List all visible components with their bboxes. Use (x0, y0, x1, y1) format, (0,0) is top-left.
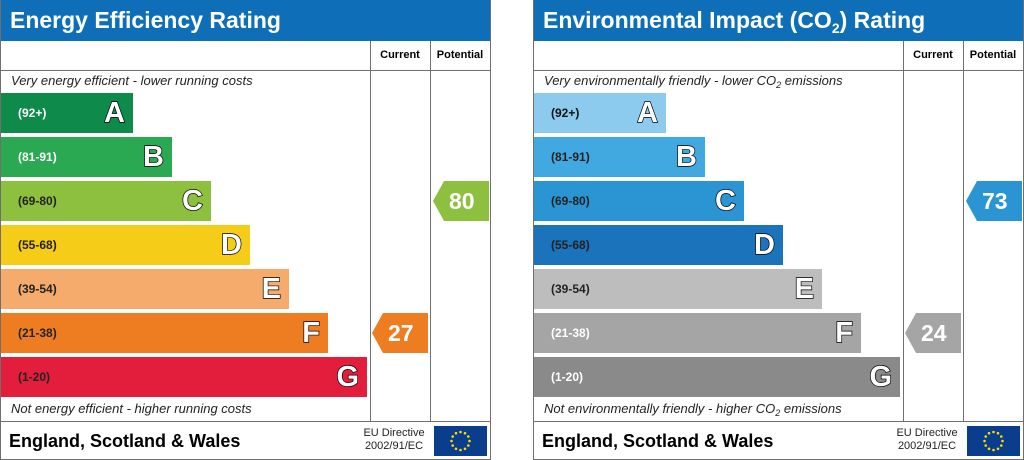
band-c: (69-80) C (534, 181, 744, 221)
current-column-header: Current (913, 49, 953, 61)
band-range-label: (1-20) (18, 370, 51, 384)
environmental-impact-panel: Environmental Impact (CO2) Rating Curren… (533, 0, 1024, 460)
column-divider (903, 41, 904, 421)
current-rating-arrow: 24 (905, 313, 961, 353)
rating-value: 24 (921, 320, 947, 346)
band-range-label: (81-91) (551, 150, 590, 164)
band-letter: B (675, 140, 697, 173)
band-letter: E (794, 272, 815, 305)
top-caption: Very energy efficient - lower running co… (11, 73, 253, 88)
band-letter: A (103, 96, 125, 129)
band-letter: C (181, 184, 203, 217)
potential-rating-arrow: 73 (966, 181, 1022, 221)
band-letter: F (302, 316, 321, 349)
band-letter: D (753, 228, 775, 261)
band-range-label: (39-54) (18, 282, 57, 296)
column-divider (370, 41, 371, 421)
band-letter: D (220, 228, 242, 261)
band-range-label: (21-38) (18, 326, 57, 340)
region-label: England, Scotland & Wales (542, 431, 774, 451)
band-e: (39-54) E (1, 269, 289, 309)
band-e: (39-54) E (534, 269, 822, 309)
band-b: (81-91) B (534, 137, 705, 177)
band-letter: F (835, 316, 854, 349)
band-range-label: (92+) (551, 106, 580, 120)
band-f: (21-38) F (1, 313, 328, 353)
region-label: England, Scotland & Wales (9, 431, 241, 451)
column-header-row (1, 41, 490, 71)
column-divider (430, 41, 431, 421)
directive-line-1: EU Directive (896, 427, 958, 439)
rating-value: 80 (449, 188, 475, 214)
band-letter: G (336, 360, 360, 393)
bottom-caption: Not energy efficient - higher running co… (11, 401, 252, 416)
band-g: (1-20) G (1, 357, 367, 397)
current-rating-arrow: 27 (372, 313, 428, 353)
band-range-label: (21-38) (551, 326, 590, 340)
eu-directive-label: EU Directive 2002/91/EC (888, 427, 966, 453)
eu-flag-icon (434, 426, 487, 456)
potential-column-header: Potential (436, 49, 484, 61)
band-letter: G (869, 360, 893, 393)
footer: England, Scotland & Wales EU Directive 2… (534, 421, 1023, 460)
band-range-label: (81-91) (18, 150, 57, 164)
band-f: (21-38) F (534, 313, 861, 353)
band-a: (92+) A (534, 93, 666, 133)
column-header-row (534, 41, 1023, 71)
band-range-label: (55-68) (18, 238, 57, 252)
band-letter: A (636, 96, 658, 129)
top-caption: Very environmentally friendly - lower CO… (544, 73, 843, 90)
footer: England, Scotland & Wales EU Directive 2… (1, 421, 490, 460)
band-range-label: (69-80) (551, 194, 590, 208)
current-column-header: Current (380, 49, 420, 61)
band-c: (69-80) C (1, 181, 211, 221)
band-a: (92+) A (1, 93, 133, 133)
band-b: (81-91) B (1, 137, 172, 177)
bottom-caption: Not environmentally friendly - higher CO… (544, 401, 842, 418)
column-divider (963, 41, 964, 421)
directive-line-1: EU Directive (363, 427, 425, 439)
band-letter: E (261, 272, 282, 305)
energy-efficiency-panel: Energy Efficiency Rating Current Potenti… (0, 0, 491, 460)
band-range-label: (55-68) (551, 238, 590, 252)
directive-line-2: 2002/91/EC (897, 440, 957, 452)
band-range-label: (69-80) (18, 194, 57, 208)
band-d: (55-68) D (534, 225, 783, 265)
directive-line-2: 2002/91/EC (364, 440, 424, 452)
band-letter: B (142, 140, 164, 173)
rating-value: 27 (388, 320, 414, 346)
chart-title: Environmental Impact (CO2) Rating (534, 0, 1023, 41)
band-range-label: (1-20) (551, 370, 584, 384)
potential-column-header: Potential (969, 49, 1017, 61)
potential-rating-arrow: 80 (433, 181, 489, 221)
band-letter: C (714, 184, 736, 217)
chart-title: Energy Efficiency Rating (1, 0, 490, 41)
rating-value: 73 (982, 188, 1008, 214)
eu-flag-icon (967, 426, 1020, 456)
band-g: (1-20) G (534, 357, 900, 397)
band-d: (55-68) D (1, 225, 250, 265)
band-range-label: (92+) (18, 106, 47, 120)
band-range-label: (39-54) (551, 282, 590, 296)
eu-directive-label: EU Directive 2002/91/EC (355, 427, 433, 453)
